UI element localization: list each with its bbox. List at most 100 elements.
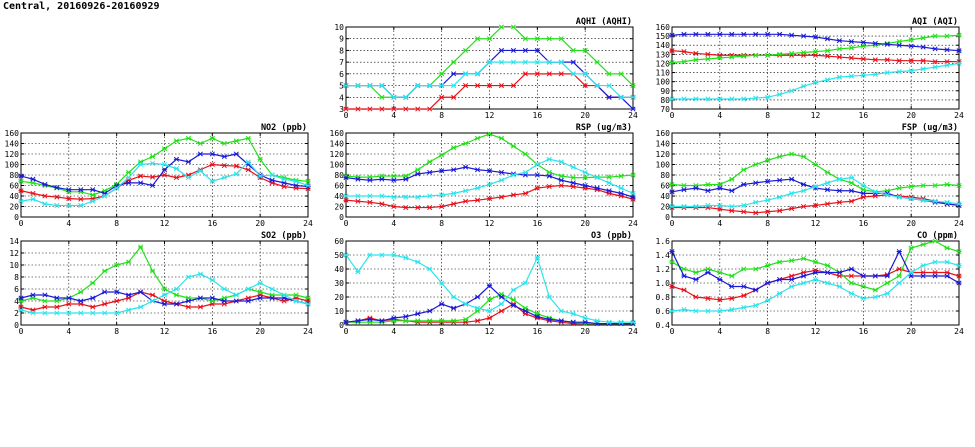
- data-point: [367, 106, 373, 112]
- data-point: [451, 305, 457, 311]
- data-point: [558, 182, 564, 189]
- x-tick-label: 4: [66, 219, 71, 228]
- data-point: [114, 289, 120, 295]
- data-point: [824, 269, 831, 276]
- y-tick-label: 150: [656, 32, 671, 41]
- data-point: [753, 180, 759, 186]
- data-point: [558, 159, 564, 165]
- data-point: [932, 46, 938, 52]
- data-point: [185, 298, 192, 304]
- data-point: [462, 301, 469, 307]
- data-point: [800, 154, 807, 160]
- data-point: [462, 47, 469, 53]
- data-point: [932, 259, 938, 265]
- data-point: [753, 161, 759, 168]
- data-point: [920, 273, 926, 279]
- data-point: [415, 83, 421, 89]
- data-point: [379, 318, 385, 324]
- data-point: [570, 311, 576, 317]
- data-point: [439, 318, 445, 324]
- data-point: [729, 307, 735, 313]
- data-point: [741, 96, 747, 102]
- data-point: [765, 209, 771, 215]
- data-point: [812, 34, 819, 40]
- x-tick-label: 4: [717, 327, 722, 336]
- data-point: [42, 181, 48, 188]
- data-point: [498, 169, 505, 175]
- data-point: [498, 24, 505, 30]
- y-tick-label: 60: [334, 237, 344, 246]
- data-point: [114, 310, 120, 316]
- data-point: [209, 135, 215, 141]
- data-point: [197, 295, 203, 301]
- plot-title-no2: NO2 (ppb): [261, 123, 307, 133]
- y-tick-label: 120: [330, 150, 345, 159]
- data-point: [546, 59, 552, 65]
- y-tick-label: 8: [14, 273, 19, 282]
- data-point: [896, 194, 902, 200]
- data-point: [848, 180, 854, 186]
- data-point: [78, 289, 84, 295]
- data-point: [848, 266, 854, 272]
- data-point: [872, 40, 878, 46]
- data-point: [956, 280, 962, 286]
- data-point: [753, 199, 759, 205]
- data-point: [800, 33, 807, 39]
- data-point: [474, 197, 481, 203]
- data-point: [415, 311, 421, 317]
- data-point: [161, 286, 168, 292]
- x-tick-label: 12: [485, 111, 495, 120]
- x-tick-label: 4: [717, 219, 722, 228]
- data-point: [439, 168, 445, 174]
- data-point: [486, 315, 493, 321]
- data-point: [753, 31, 759, 37]
- y-tick-label: 0.8: [656, 293, 671, 302]
- data-point: [729, 283, 735, 290]
- y-tick-label: 120: [5, 150, 20, 159]
- y-tick-label: 100: [5, 161, 20, 170]
- data-point: [90, 295, 96, 301]
- data-point: [18, 178, 24, 184]
- x-tick-label: 4: [66, 327, 71, 336]
- data-point: [884, 70, 890, 76]
- data-point: [693, 185, 699, 191]
- data-point: [510, 59, 517, 65]
- data-point: [90, 198, 96, 204]
- data-point: [693, 182, 699, 189]
- data-point: [486, 59, 493, 65]
- data-point: [534, 71, 540, 77]
- data-point: [669, 181, 675, 188]
- data-point: [618, 94, 624, 100]
- y-tick-label: 140: [5, 140, 20, 149]
- data-point: [498, 294, 505, 300]
- data-point: [149, 154, 156, 160]
- data-point: [944, 181, 950, 188]
- data-point: [558, 173, 564, 179]
- data-point: [173, 138, 180, 144]
- data-point: [510, 297, 517, 303]
- data-point: [534, 314, 540, 320]
- data-point: [367, 193, 373, 199]
- y-tick-label: 10: [9, 261, 19, 270]
- data-point: [137, 304, 144, 310]
- data-point: [18, 295, 24, 301]
- data-point: [439, 83, 445, 89]
- data-point: [920, 66, 926, 72]
- data-point: [800, 280, 807, 286]
- x-tick-label: 8: [439, 327, 444, 336]
- plot-title-o3: O3 (ppb): [591, 231, 632, 241]
- data-point: [439, 152, 445, 158]
- data-point: [66, 187, 72, 193]
- data-point: [836, 283, 843, 290]
- y-tick-label: 10: [334, 23, 344, 32]
- data-point: [439, 301, 445, 307]
- data-point: [669, 203, 675, 210]
- data-point: [546, 71, 552, 77]
- data-point: [824, 201, 831, 207]
- data-point: [741, 181, 747, 188]
- data-point: [788, 32, 795, 38]
- y-tick-label: 60: [660, 182, 670, 191]
- data-point: [510, 83, 517, 89]
- data-point: [693, 308, 699, 314]
- data-point: [788, 276, 795, 283]
